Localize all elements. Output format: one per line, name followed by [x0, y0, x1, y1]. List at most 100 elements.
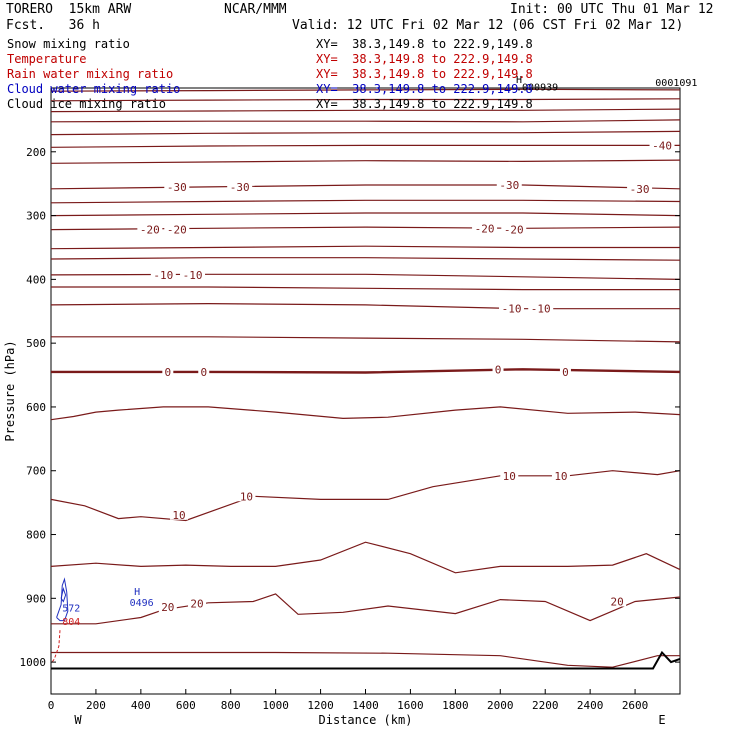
y-tick-label: 500	[26, 337, 46, 350]
west-label: W	[74, 713, 82, 727]
isotherm-label: -20	[475, 222, 495, 235]
isotherm-label-bg	[472, 221, 498, 234]
x-tick-label: 0	[48, 699, 55, 712]
isotherm-label-bg	[501, 222, 527, 235]
isotherm-label: 0	[495, 363, 502, 376]
field-name: Cloud water mixing ratio	[7, 82, 181, 96]
field-name: Snow mixing ratio	[7, 37, 130, 51]
isotherm-label-bg	[188, 596, 207, 609]
isotherm-line	[50, 184, 681, 190]
annotation-label: 0496	[130, 598, 154, 609]
isotherm-label: 10	[240, 490, 253, 503]
forecast-hour: Fcst. 36 h	[6, 18, 100, 33]
isotherm-line	[50, 245, 680, 250]
isotherm-label-bg	[551, 468, 570, 481]
isotherm-line	[50, 144, 680, 148]
isotherm-label-bg	[170, 507, 189, 520]
isotherm-label-bg	[528, 301, 554, 314]
isotherm-line	[50, 257, 681, 261]
isotherm-label: 10	[503, 470, 516, 483]
isotherm-label: -40	[652, 139, 672, 152]
isotherm-line	[51, 286, 680, 291]
isotherm-label-bg	[164, 222, 190, 235]
isotherm-line	[50, 273, 681, 280]
isotherm-line	[50, 159, 681, 164]
annotation-label: .000939	[516, 83, 558, 94]
isotherm-line	[51, 651, 680, 668]
annotation-label: 804	[62, 617, 80, 628]
field-xy-range: XY= 38.3,149.8 to 222.9,149.8	[316, 82, 533, 96]
isotherm-line	[50, 119, 681, 123]
isotherm-label: 0	[165, 366, 172, 379]
isotherm-line	[50, 88, 681, 92]
x-tick-label: 1600	[397, 699, 424, 712]
terrain-line	[51, 650, 681, 670]
x-tick-label: 400	[131, 699, 151, 712]
center-title: NCAR/MMM	[224, 2, 287, 17]
field-name: Rain water mixing ratio	[7, 67, 174, 81]
isotherm-label: -10	[183, 269, 203, 282]
isotherm-label-bg	[180, 267, 206, 280]
isotherm-line	[50, 199, 681, 204]
x-tick-label: 2200	[532, 699, 559, 712]
isotherm-line	[50, 302, 680, 310]
field-xy-range: XY= 38.3,149.8 to 222.9,149.8	[316, 67, 533, 81]
isotherm-label-bg	[227, 179, 253, 192]
isotherm-line	[51, 336, 681, 343]
isotherm-label: -20	[167, 224, 187, 237]
isotherm-line	[51, 593, 681, 625]
y-tick-label: 200	[26, 146, 46, 159]
x-tick-label: 1800	[442, 699, 469, 712]
isotherm-label: -20	[140, 224, 160, 237]
x-tick-label: 800	[221, 699, 241, 712]
isotherm-label-bg	[627, 181, 653, 194]
y-axis-title: Pressure (hPa)	[3, 340, 17, 441]
isotherm-line	[50, 98, 681, 102]
isotherm-label: -30	[167, 181, 187, 194]
isotherm-label-bg	[492, 362, 504, 375]
y-tick-label: 400	[26, 273, 46, 286]
field-name: Temperature	[7, 52, 87, 66]
isotherm-label: 0	[200, 366, 207, 379]
x-tick-label: 2600	[622, 699, 649, 712]
isotherm-label: -20	[504, 224, 524, 237]
rain-contour	[51, 630, 61, 663]
isotherm-label-bg	[137, 222, 163, 235]
annotation-label: H	[516, 75, 522, 86]
y-tick-label: 1000	[20, 656, 47, 669]
isotherm-label: -30	[230, 181, 250, 194]
isotherm-label: -10	[502, 303, 522, 316]
field-name: Cloud ice mixing ratio	[7, 97, 166, 111]
isotherm-label: 10	[554, 470, 567, 483]
field-xy-range: XY= 38.3,149.8 to 222.9,149.8	[316, 52, 533, 66]
annotation-label: 0001091	[655, 78, 697, 89]
valid-time: Valid: 12 UTC Fri 02 Mar 12 (06 CST Fri …	[292, 18, 684, 33]
isotherm-label: 0	[562, 366, 569, 379]
annotation-label: 572	[62, 604, 80, 615]
isotherm-label-bg	[237, 489, 256, 502]
isotherm-line	[50, 470, 681, 522]
isotherm-label-bg	[198, 364, 210, 377]
y-tick-label: 300	[26, 210, 46, 223]
cloud-water-contour	[60, 586, 67, 603]
isotherm-label-bg	[164, 179, 190, 192]
isotherm-label: -30	[630, 183, 650, 196]
isotherm-line	[51, 368, 681, 374]
y-tick-label: 800	[26, 529, 46, 542]
isotherm-label: 10	[172, 509, 185, 522]
isotherm-label: 20	[610, 596, 623, 609]
x-tick-label: 600	[176, 699, 196, 712]
isotherm-label-bg	[150, 267, 176, 280]
x-tick-label: 1400	[352, 699, 379, 712]
isotherm-label: 20	[161, 601, 174, 614]
isotherm-label-bg	[496, 177, 522, 190]
isotherm-label-bg	[649, 138, 675, 151]
isotherm-label: -10	[153, 269, 173, 282]
east-label: E	[658, 713, 665, 727]
model-title: TORERO 15km ARW	[6, 2, 132, 17]
isotherm-line	[50, 212, 681, 217]
isotherm-label-bg	[608, 594, 627, 607]
x-tick-label: 2400	[577, 699, 604, 712]
annotation-label: H	[134, 587, 140, 598]
isotherm-label-bg	[499, 301, 525, 314]
